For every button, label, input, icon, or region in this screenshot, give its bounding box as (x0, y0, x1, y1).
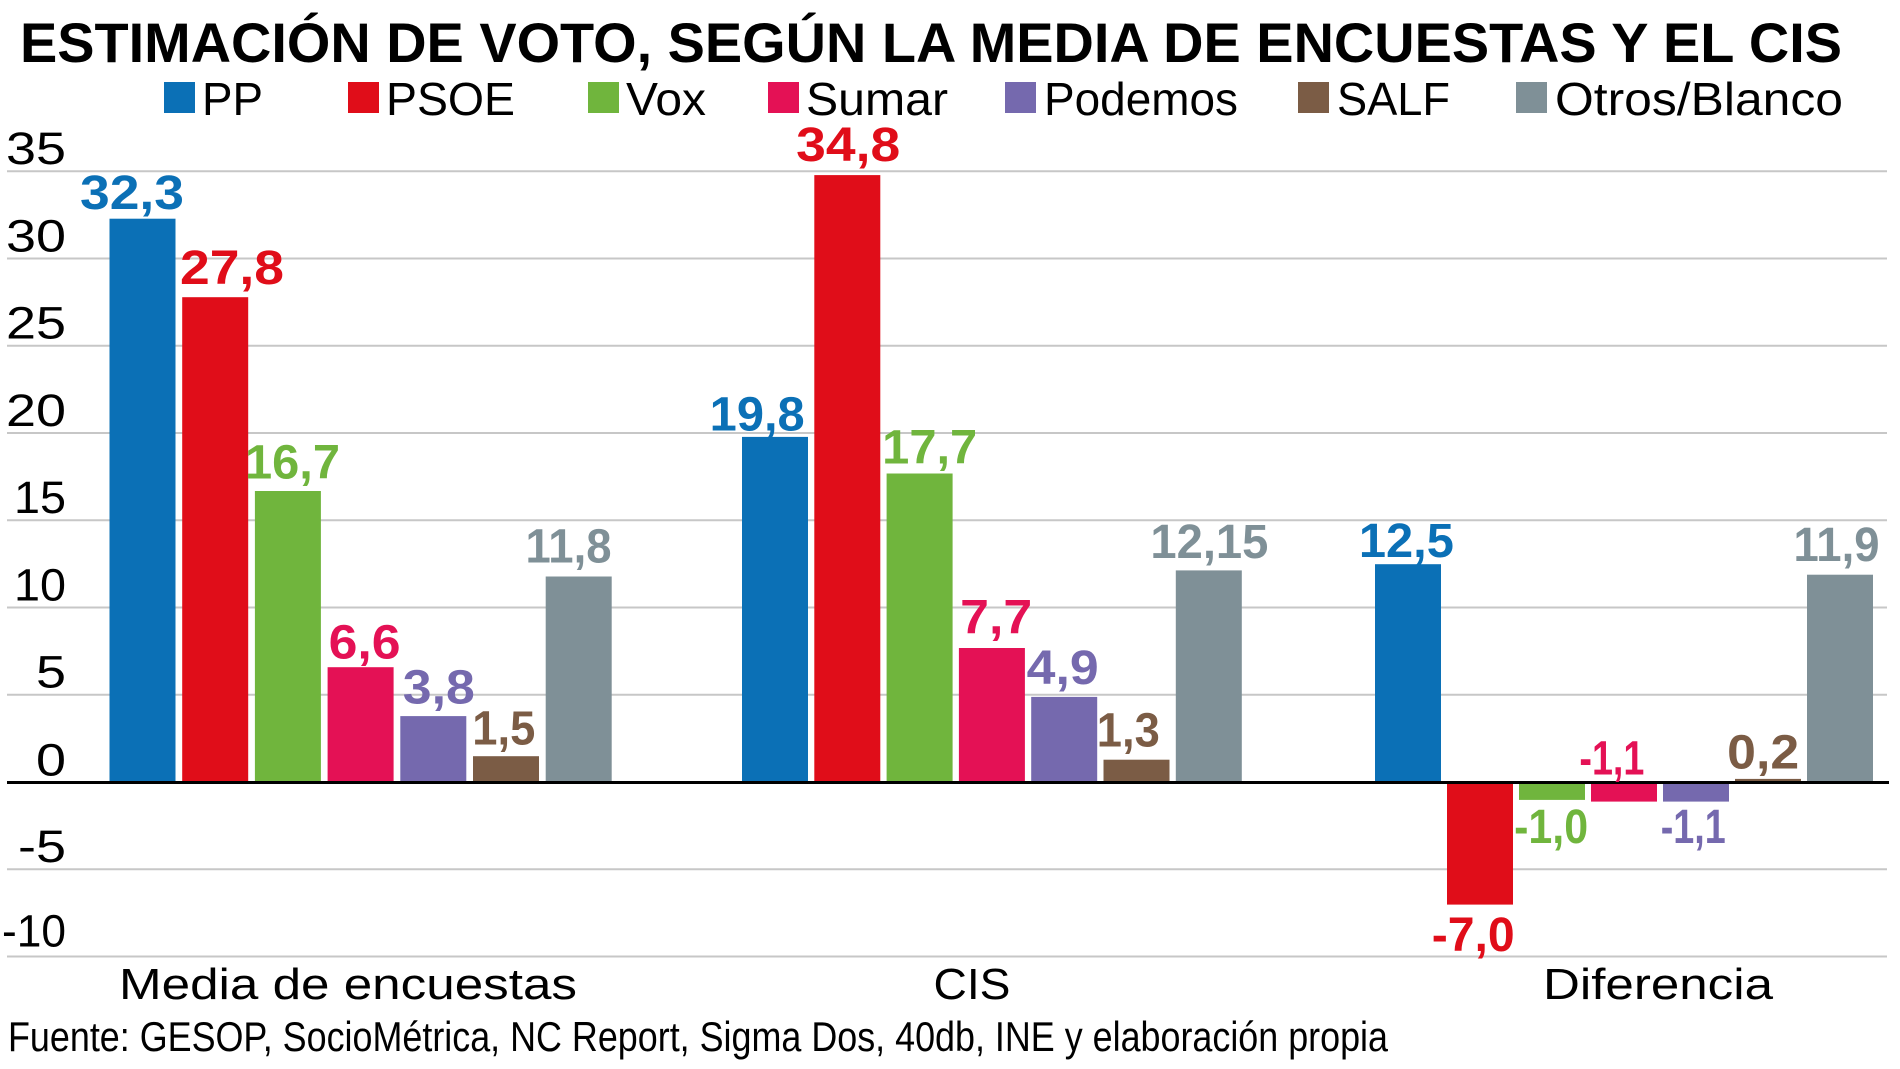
svg-text:Sumar: Sumar (806, 73, 948, 125)
svg-text:30: 30 (6, 211, 66, 262)
svg-text:6,6: 6,6 (329, 616, 401, 669)
svg-text:3,8: 3,8 (403, 661, 475, 714)
svg-text:12,5: 12,5 (1359, 515, 1454, 568)
svg-text:10: 10 (14, 560, 66, 611)
svg-text:PSOE: PSOE (386, 73, 515, 125)
svg-text:0,2: 0,2 (1727, 727, 1799, 780)
svg-text:16,7: 16,7 (245, 436, 340, 489)
svg-text:32,3: 32,3 (80, 167, 184, 220)
svg-text:CIS: CIS (934, 960, 1011, 1009)
svg-text:1,3: 1,3 (1097, 704, 1160, 757)
svg-text:-5: -5 (18, 821, 66, 872)
svg-text:7,7: 7,7 (960, 592, 1032, 645)
svg-text:1,5: 1,5 (472, 703, 535, 756)
svg-text:Vox: Vox (626, 73, 706, 125)
svg-text:20: 20 (6, 385, 66, 436)
svg-text:Media de encuestas: Media de encuestas (119, 960, 577, 1009)
svg-text:Diferencia: Diferencia (1543, 960, 1774, 1009)
svg-text:17,7: 17,7 (882, 422, 977, 475)
svg-text:34,8: 34,8 (796, 119, 900, 172)
svg-text:25: 25 (6, 298, 66, 349)
svg-text:11,9: 11,9 (1794, 519, 1880, 572)
svg-text:15: 15 (14, 472, 66, 523)
svg-text:ESTIMACIÓN DE VOTO, SEGÚN LA M: ESTIMACIÓN DE VOTO, SEGÚN LA MEDIA DE EN… (20, 12, 1842, 74)
svg-text:-7,0: -7,0 (1432, 909, 1515, 962)
svg-text:-1,1: -1,1 (1579, 732, 1644, 785)
svg-text:4,9: 4,9 (1027, 642, 1099, 695)
svg-text:Podemos: Podemos (1044, 73, 1238, 125)
svg-text:27,8: 27,8 (180, 242, 284, 295)
svg-text:0: 0 (36, 734, 66, 785)
svg-text:Fuente: GESOP, SocioMétrica, N: Fuente: GESOP, SocioMétrica, NC Report, … (8, 1013, 1389, 1060)
svg-text:35: 35 (6, 123, 66, 174)
svg-text:-1,0: -1,0 (1514, 801, 1588, 854)
svg-text:PP: PP (202, 73, 263, 125)
svg-text:19,8: 19,8 (710, 388, 805, 441)
svg-text:Otros/Blanco: Otros/Blanco (1555, 73, 1843, 125)
svg-text:5: 5 (36, 647, 66, 698)
svg-text:11,8: 11,8 (526, 521, 612, 574)
svg-text:-1,1: -1,1 (1661, 801, 1726, 854)
svg-text:SALF: SALF (1337, 73, 1450, 125)
svg-text:-10: -10 (2, 906, 66, 957)
svg-text:12,15: 12,15 (1150, 516, 1268, 569)
